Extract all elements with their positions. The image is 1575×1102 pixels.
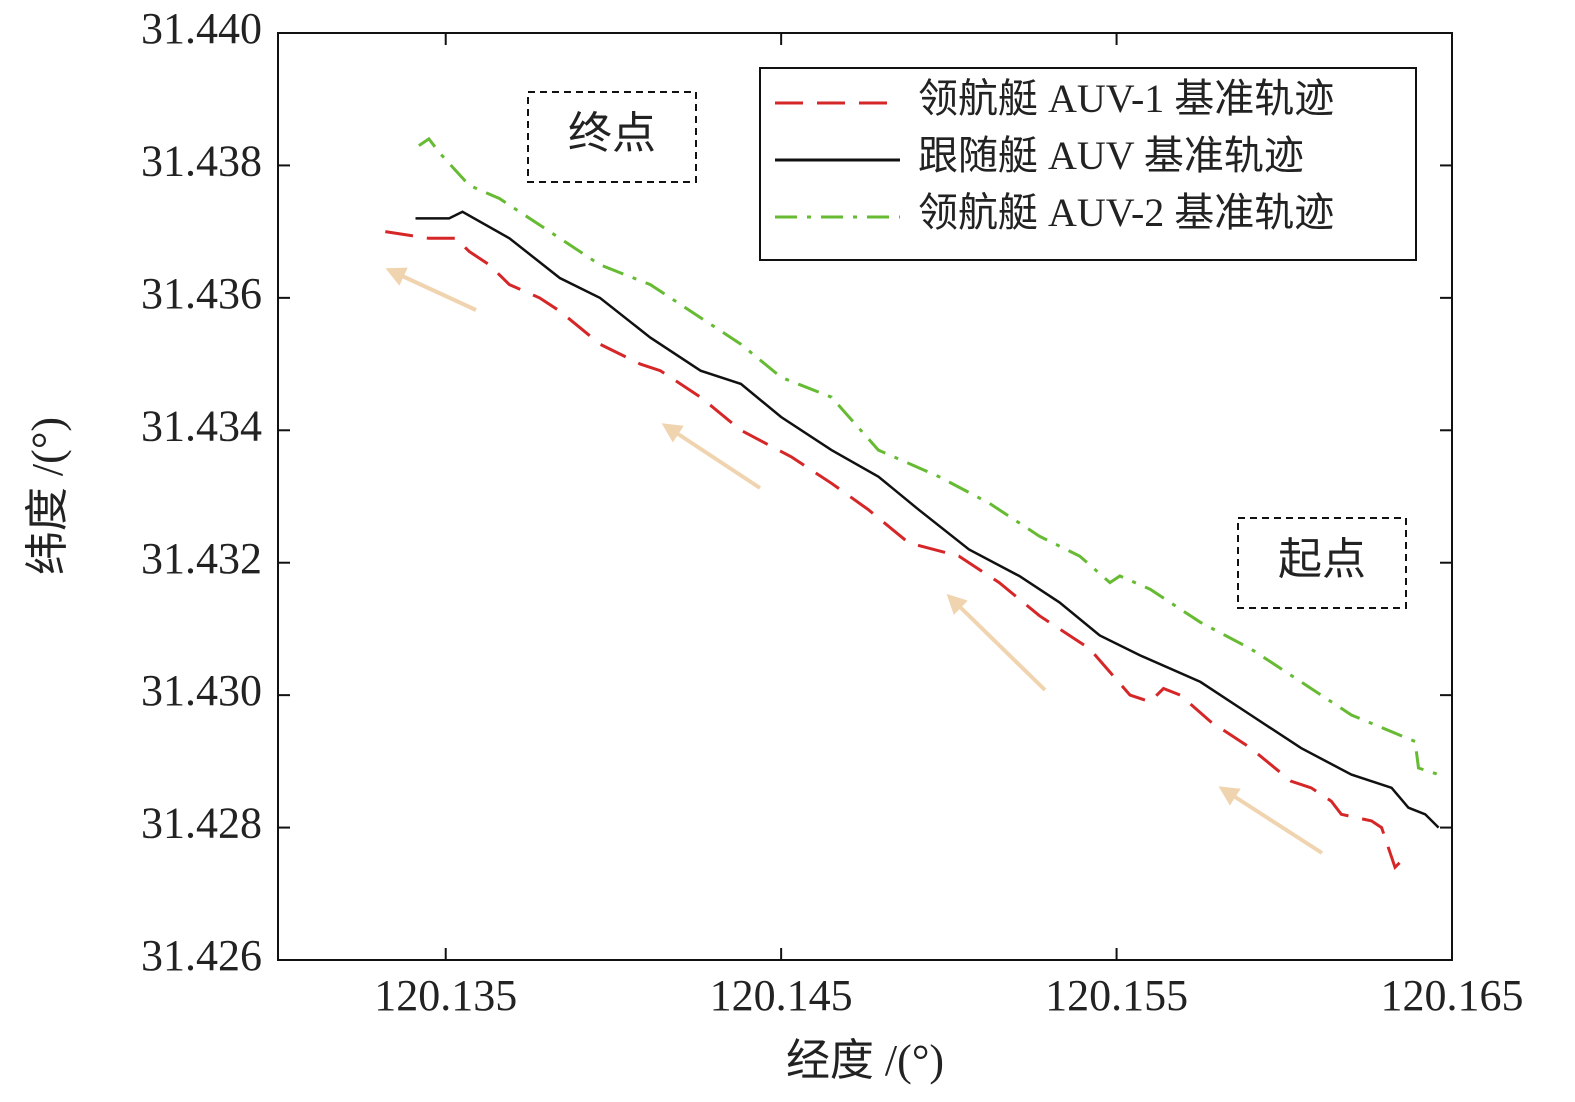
annotation-box: [1237, 517, 1407, 609]
series-line: [385, 230, 1403, 871]
arrow: [661, 423, 762, 490]
x-tick-label: 120.155: [1045, 971, 1188, 1020]
y-tick-label: 31.428: [141, 799, 262, 848]
y-axis-label: 纬度 /(°): [23, 417, 72, 575]
arrow: [946, 593, 1047, 692]
y-tick-label: 31.434: [141, 401, 262, 450]
y-tick-label: 31.432: [141, 534, 262, 583]
plot-frame: [277, 32, 1453, 961]
legend-box: [759, 67, 1417, 261]
x-tick-label: 120.145: [710, 971, 853, 1020]
y-tick-label: 31.426: [141, 931, 262, 980]
y-tick-label: 31.438: [141, 137, 262, 186]
legend-label: 领航艇 AUV-1 基准轨迹: [918, 76, 1334, 121]
y-tick-label: 31.430: [141, 666, 262, 715]
series-line: [418, 136, 1440, 777]
x-tick-label: 120.135: [374, 971, 517, 1020]
series-line: [415, 210, 1440, 829]
y-tick-label: 31.436: [141, 269, 262, 318]
legend-label: 跟随艇 AUV 基准轨迹: [918, 133, 1304, 178]
arrow: [385, 267, 477, 312]
annotation: 起点: [1278, 535, 1366, 584]
y-tick-label: 31.440: [141, 4, 262, 53]
x-axis-label: 经度 /(°): [786, 1036, 944, 1085]
arrows: [385, 267, 1324, 855]
annotation-box: [527, 91, 697, 183]
legend-label: 领航艇 AUV-2 基准轨迹: [918, 190, 1334, 235]
arrow: [1218, 786, 1324, 855]
x-tick-label: 120.165: [1381, 971, 1524, 1020]
annotation: 终点: [568, 109, 656, 158]
